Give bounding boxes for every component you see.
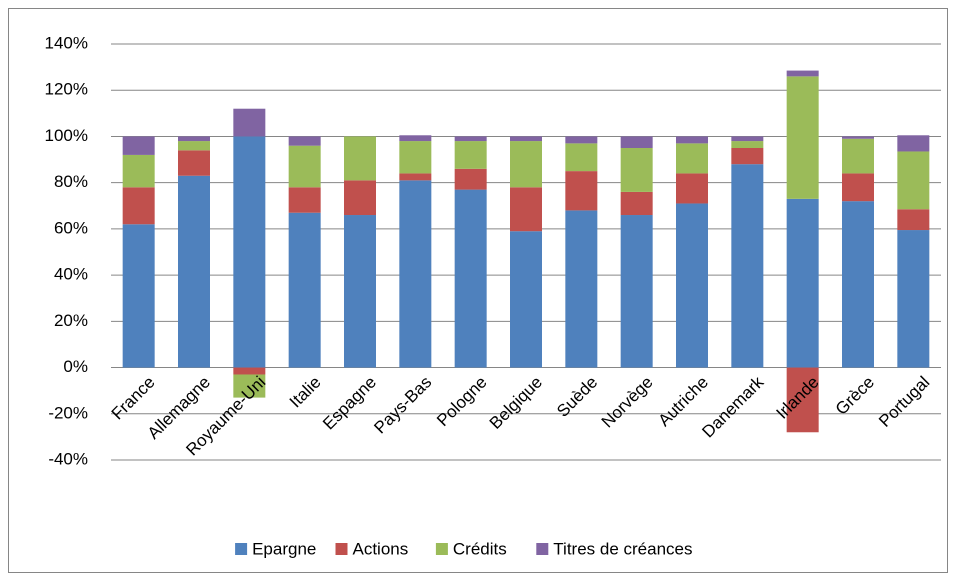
bar-segment	[122, 136, 155, 155]
bar-segment	[399, 141, 432, 174]
y-tick-label: 20%	[54, 311, 88, 330]
legend-label: Titres de créances	[553, 539, 692, 558]
bar-segment	[288, 145, 321, 188]
y-tick-label: 0%	[63, 357, 88, 376]
bar-segment	[178, 150, 210, 176]
bar-segment	[122, 154, 155, 188]
legend-swatch	[235, 543, 248, 555]
bar-segment	[620, 148, 653, 192]
bar-segment	[510, 231, 542, 368]
bar-segment	[620, 215, 653, 368]
bar-segment	[842, 173, 874, 202]
bar-segment	[344, 180, 376, 216]
bar-segment	[786, 367, 819, 433]
y-tick-label: 60%	[54, 218, 88, 237]
bar-segment	[565, 143, 598, 172]
y-tick-label: -20%	[48, 403, 88, 422]
y-tick-label: -40%	[48, 449, 88, 468]
bar-segment	[233, 367, 266, 375]
bar-segment	[620, 191, 653, 216]
legend-swatch	[536, 543, 549, 555]
bar-segment	[122, 187, 155, 225]
bar-segment	[288, 136, 321, 146]
bar-segment	[233, 374, 266, 398]
bar-segment	[842, 138, 874, 174]
bar-segment	[454, 136, 487, 142]
bar-segment	[288, 187, 321, 213]
bar-segment	[122, 224, 155, 368]
bar-segment	[454, 168, 487, 190]
bar-segment	[510, 141, 542, 188]
bar-segment	[399, 135, 432, 142]
bar-segment	[731, 148, 764, 165]
bar-segment	[454, 141, 487, 169]
bar-segment	[399, 180, 432, 368]
y-tick-label: 100%	[45, 126, 88, 145]
bar-segment	[178, 175, 210, 368]
y-tick-label: 120%	[45, 80, 88, 99]
bar-segment	[178, 141, 210, 151]
bar-segment	[786, 76, 819, 199]
bar-segment	[620, 136, 653, 148]
bar-segment	[897, 135, 930, 152]
legend-label: Epargne	[252, 539, 316, 558]
bar-segment	[842, 201, 874, 368]
bar-segment	[565, 210, 598, 368]
bar-segment	[565, 136, 598, 144]
bar-segment	[842, 136, 874, 139]
legend-swatch	[335, 543, 348, 555]
legend-swatch	[435, 543, 448, 555]
bar-segment	[344, 215, 376, 368]
bar-segment	[731, 164, 764, 368]
bar-segment	[786, 70, 819, 77]
y-tick-label: 80%	[54, 172, 88, 191]
bar-segment	[786, 198, 819, 368]
bar-segment	[565, 171, 598, 211]
legend-label: Crédits	[453, 539, 507, 558]
bar-segment	[897, 209, 930, 231]
y-tick-label: 140%	[45, 33, 88, 52]
bar-segment	[178, 136, 210, 142]
bar-segment	[897, 151, 930, 210]
bar-segment	[399, 173, 432, 181]
y-tick-label: 40%	[54, 265, 88, 284]
bar-segment	[454, 189, 487, 368]
bar-segment	[676, 173, 708, 204]
bar-segment	[731, 141, 764, 148]
bar-segment	[233, 136, 266, 368]
bar-segment	[510, 136, 542, 142]
bar-segment	[510, 187, 542, 232]
legend-label: Actions	[353, 539, 409, 558]
bar-segment	[731, 136, 764, 142]
bar-segment	[288, 212, 321, 368]
bar-segment	[344, 136, 376, 181]
bar-segment	[676, 203, 708, 368]
bar-segment	[233, 108, 266, 137]
bar-segment	[676, 136, 708, 144]
bar-segment	[897, 230, 930, 368]
bar-segment	[676, 143, 708, 174]
